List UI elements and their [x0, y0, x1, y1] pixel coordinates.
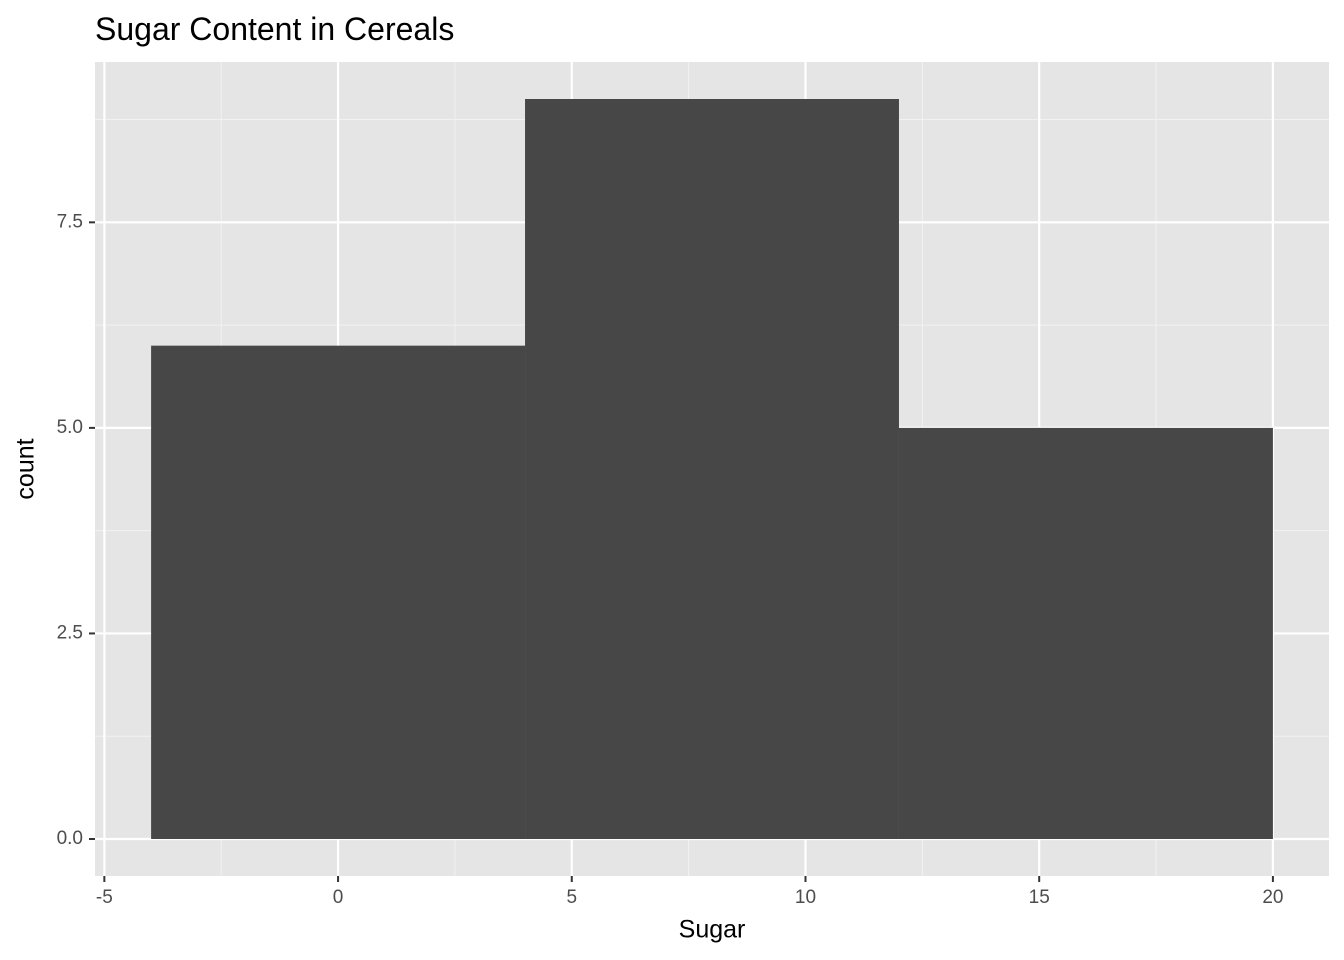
- y-tick-label: 7.5: [57, 211, 83, 232]
- y-tick-label: 5.0: [57, 417, 83, 438]
- bar: [151, 345, 526, 839]
- x-axis-title: Sugar: [679, 916, 746, 944]
- y-axis-title: count: [12, 438, 40, 499]
- chart-title: Sugar Content in Cereals: [95, 11, 454, 47]
- bar: [898, 427, 1273, 839]
- x-tick-label: 10: [795, 887, 816, 908]
- x-tick-label: 20: [1262, 887, 1283, 908]
- bar: [525, 99, 899, 839]
- y-tick-label: 2.5: [57, 622, 83, 643]
- x-tick-label: 15: [1029, 887, 1050, 908]
- x-tick-label: 5: [566, 887, 577, 908]
- x-tick-label: 0: [333, 887, 344, 908]
- x-tick-label: -5: [96, 887, 113, 908]
- y-tick-label: 0.0: [57, 828, 83, 849]
